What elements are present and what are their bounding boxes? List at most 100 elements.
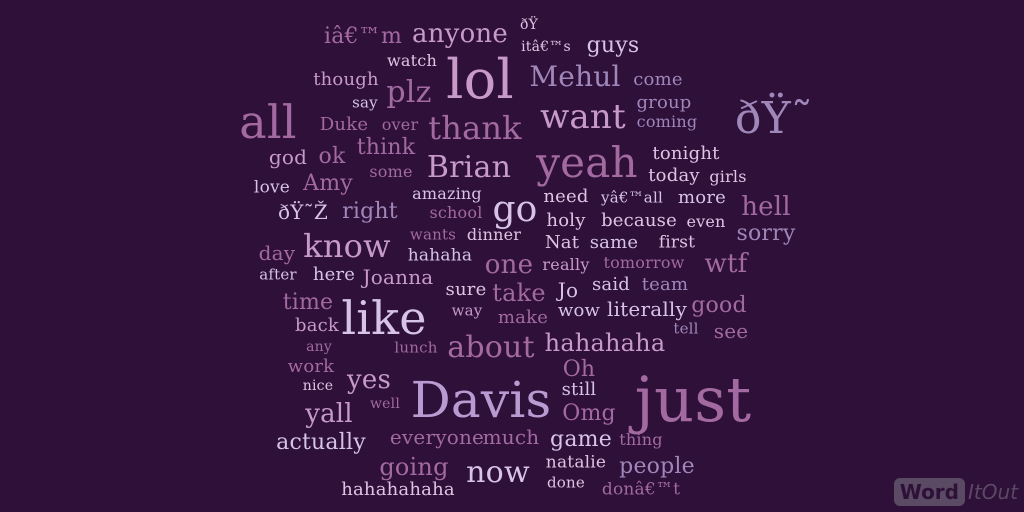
cloud-word: coming xyxy=(636,112,698,131)
cloud-word: ðŸ˜ xyxy=(734,93,814,144)
cloud-word: because xyxy=(601,210,677,231)
cloud-word: good xyxy=(691,293,747,318)
cloud-word: game xyxy=(550,427,612,452)
cloud-word: today xyxy=(648,165,700,186)
cloud-word: Jo xyxy=(557,278,579,302)
cloud-word: really xyxy=(542,255,590,274)
cloud-word: Joanna xyxy=(362,265,434,289)
cloud-word: thank xyxy=(428,109,522,147)
cloud-word: nice xyxy=(302,378,334,394)
cloud-word: need xyxy=(543,186,589,207)
cloud-word: know xyxy=(303,227,391,265)
cloud-word: take xyxy=(492,279,546,307)
cloud-word: think xyxy=(356,135,416,160)
cloud-word: lunch xyxy=(394,338,438,357)
cloud-word: Davis xyxy=(410,371,552,429)
cloud-word: Mehul xyxy=(529,60,621,93)
cloud-word: tell xyxy=(673,319,699,338)
cloud-word: work xyxy=(287,356,335,377)
cloud-word: all xyxy=(239,95,297,149)
cloud-word: anyone xyxy=(412,19,508,49)
cloud-word: just xyxy=(634,363,752,436)
cloud-word: like xyxy=(341,291,427,345)
cloud-word: love xyxy=(253,177,291,198)
cloud-word: actually xyxy=(276,430,366,455)
cloud-word: sorry xyxy=(736,221,796,246)
cloud-word: itâ€™s xyxy=(521,39,571,55)
cloud-word: school xyxy=(429,203,483,222)
logo-box-text: Word xyxy=(893,478,965,506)
cloud-word: much xyxy=(482,425,540,449)
cloud-word: tonight xyxy=(652,143,720,164)
cloud-word: yes xyxy=(346,365,392,395)
cloud-word: hahaha xyxy=(407,245,473,266)
cloud-word: done xyxy=(547,473,585,492)
cloud-word: dinner xyxy=(466,225,522,244)
cloud-word: way xyxy=(451,301,483,320)
cloud-word: lol xyxy=(446,48,514,111)
cloud-word: even xyxy=(686,212,726,231)
cloud-word: ok xyxy=(318,144,346,169)
cloud-word: same xyxy=(589,232,639,253)
cloud-word: people xyxy=(619,454,695,479)
cloud-word: group xyxy=(636,92,692,113)
cloud-word: guys xyxy=(586,33,640,58)
wordle-logo: Word ItOut xyxy=(893,478,1018,506)
cloud-word: tomorrow xyxy=(603,253,685,272)
cloud-word: hell xyxy=(741,192,791,222)
cloud-word: some xyxy=(369,162,413,181)
logo-tail-text: ItOut xyxy=(968,480,1018,504)
cloud-word: say xyxy=(352,93,378,112)
cloud-word: any xyxy=(306,339,332,355)
cloud-word: about xyxy=(447,330,535,365)
cloud-word: ðŸ˜Ž xyxy=(278,200,328,224)
cloud-word: want xyxy=(540,97,626,137)
cloud-word: well xyxy=(369,396,401,412)
cloud-word: yall xyxy=(305,399,353,429)
cloud-word: iâ€™m xyxy=(323,24,403,49)
cloud-word: see xyxy=(713,319,749,343)
cloud-word: go xyxy=(492,189,538,230)
cloud-word: after xyxy=(259,265,297,284)
cloud-word: Amy xyxy=(303,171,353,196)
cloud-word: hahahahaha xyxy=(341,479,455,500)
cloud-word: Oh xyxy=(562,357,596,382)
cloud-word: ðŸ xyxy=(519,17,539,33)
cloud-word: wtf xyxy=(704,249,748,279)
cloud-word: Omg xyxy=(562,401,616,426)
cloud-word: thing xyxy=(619,430,663,449)
cloud-word: sure xyxy=(445,279,487,300)
cloud-word: wants xyxy=(409,225,457,244)
cloud-word: natalie xyxy=(545,452,607,473)
cloud-word: said xyxy=(591,274,631,295)
cloud-word: make xyxy=(497,307,549,328)
cloud-word: over xyxy=(381,115,419,134)
cloud-word: right xyxy=(342,199,398,224)
cloud-word: watch xyxy=(387,51,437,70)
cloud-word: still xyxy=(561,379,597,400)
cloud-word: god xyxy=(268,145,308,169)
cloud-word: Duke xyxy=(319,114,369,135)
cloud-word: team xyxy=(641,274,689,295)
cloud-word: plz xyxy=(386,75,432,110)
cloud-word: hahahaha xyxy=(544,329,666,357)
cloud-word: first xyxy=(658,232,696,253)
cloud-word: yeah xyxy=(536,138,638,187)
cloud-word: more xyxy=(678,187,726,208)
cloud-word: yâ€™all xyxy=(601,188,663,207)
cloud-word: going xyxy=(379,453,449,481)
cloud-word: Brian xyxy=(426,150,512,185)
cloud-word: back xyxy=(294,315,340,336)
cloud-word: time xyxy=(282,290,334,315)
cloud-word: wow xyxy=(557,300,601,321)
cloud-word: one xyxy=(484,250,534,280)
cloud-word: amazing xyxy=(412,184,482,203)
cloud-word: now xyxy=(466,455,530,490)
cloud-word: day xyxy=(258,241,296,265)
cloud-word: come xyxy=(633,69,683,90)
cloud-word: though xyxy=(313,69,379,90)
cloud-word: literally xyxy=(606,297,688,321)
cloud-word: here xyxy=(312,264,356,285)
cloud-word: everyone xyxy=(389,425,485,449)
